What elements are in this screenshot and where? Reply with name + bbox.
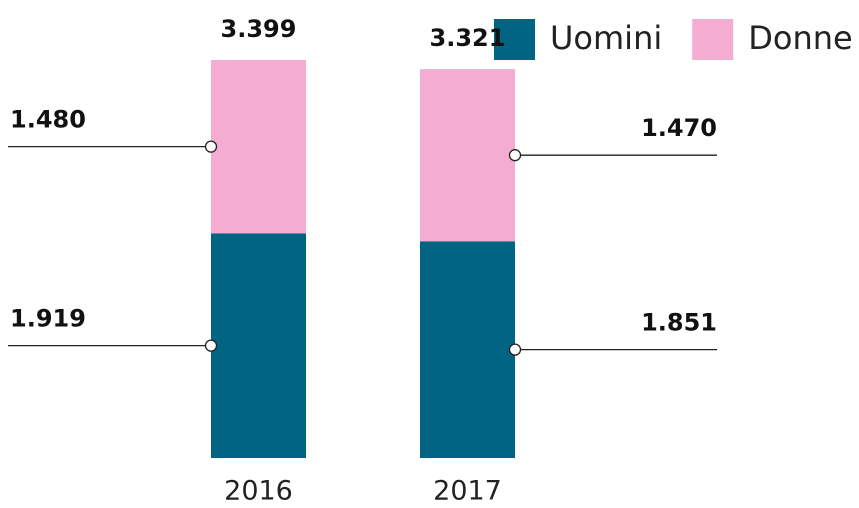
total-label: 3.321 (430, 24, 506, 52)
value-label: 1.851 (641, 309, 717, 337)
bar-segment (211, 233, 306, 458)
bar-segment (420, 241, 515, 458)
legend-label: Donne (748, 19, 852, 57)
total-label: 3.399 (221, 15, 297, 43)
x-tick-label: 2017 (433, 476, 502, 507)
value-label: 1.470 (641, 114, 717, 142)
legend-swatch (494, 19, 535, 60)
legend-swatch (692, 19, 734, 60)
bar-segment (420, 69, 515, 242)
x-tick-label: 2016 (224, 476, 293, 507)
legend-label: Uomini (550, 19, 662, 57)
leader-dot (508, 149, 522, 162)
leader-dot (508, 343, 522, 356)
leader-dot (204, 140, 218, 153)
value-label: 1.919 (10, 305, 86, 333)
bar-segment (211, 60, 306, 234)
value-label: 1.480 (10, 106, 86, 134)
leader-dot (204, 339, 218, 352)
